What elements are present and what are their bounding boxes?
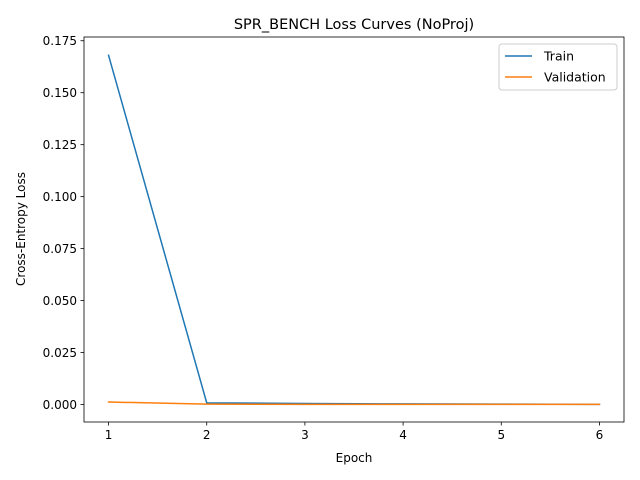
x-tick-label: 6 (596, 428, 604, 442)
y-tick-label: 0.000 (43, 398, 77, 412)
x-tick-label: 2 (203, 428, 211, 442)
y-tick-label: 0.025 (43, 346, 77, 360)
axes-frame (83, 36, 625, 423)
y-tick-label: 0.125 (43, 138, 77, 152)
y-axis-label: Cross-Entropy Loss (14, 172, 28, 286)
chart-title: SPR_BENCH Loss Curves (NoProj) (234, 17, 474, 33)
plot-area: 1 2 3 4 5 6 0.000 0.025 0.050 0.075 0.100 0.125 0.15… (43, 34, 625, 442)
x-axis-label: Epoch (336, 451, 373, 465)
x-tick-label: 4 (399, 428, 407, 442)
x-tick-label: 3 (301, 428, 309, 442)
x-tick-label: 1 (105, 428, 113, 442)
series-line-validation (107, 401, 601, 406)
y-tick-label: 0.050 (43, 294, 77, 308)
legend-label-validation: Validation (544, 70, 606, 85)
y-tick-label: 0.075 (43, 242, 77, 256)
legend-label-train: Train (543, 49, 574, 64)
x-tick-label: 5 (497, 428, 505, 442)
y-tick-label: 0.100 (43, 190, 77, 204)
y-tick-label: 0.150 (43, 86, 77, 100)
y-tick-label: 0.175 (43, 34, 77, 48)
